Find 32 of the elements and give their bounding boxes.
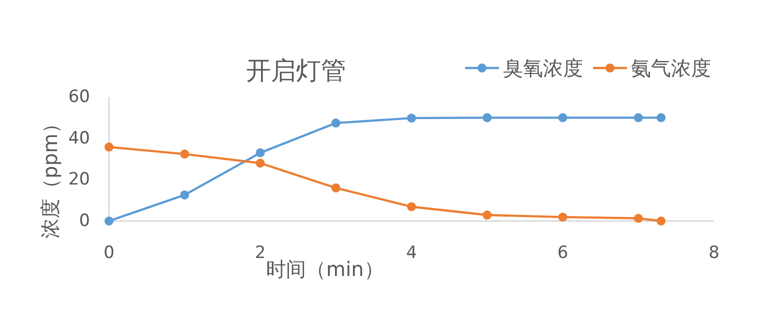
point	[558, 113, 568, 122]
y-tick-label: 0	[79, 211, 90, 231]
chart-title: 开启灯管	[246, 56, 346, 85]
point	[331, 118, 340, 128]
point	[331, 183, 340, 192]
x-tick-label: 4	[406, 243, 417, 263]
y-tick-label: 40	[68, 128, 90, 148]
point	[634, 113, 643, 122]
x-tick-label: 0	[104, 243, 114, 263]
point	[180, 190, 190, 200]
x-tick-label: 2	[254, 243, 266, 263]
point	[256, 148, 265, 158]
point	[558, 212, 568, 222]
point	[634, 214, 643, 223]
point	[656, 113, 666, 122]
point	[180, 150, 190, 159]
point	[407, 114, 416, 123]
x-tick-label: 6	[557, 243, 568, 263]
x-axis-title: 时间（min）	[266, 257, 384, 281]
point	[407, 202, 416, 212]
x-tick-label: 8	[708, 243, 720, 263]
point	[482, 113, 492, 122]
point	[104, 216, 114, 226]
y-axis-title: 浓度（ppm）	[38, 114, 62, 238]
point	[656, 216, 666, 226]
legend-label: 氨气浓度	[631, 56, 711, 80]
legend-label: 臭氧浓度	[503, 56, 583, 80]
y-tick-label: 60	[68, 87, 90, 107]
point	[256, 158, 265, 168]
point	[482, 210, 492, 220]
y-tick-label: 20	[68, 170, 90, 190]
point	[104, 142, 114, 152]
